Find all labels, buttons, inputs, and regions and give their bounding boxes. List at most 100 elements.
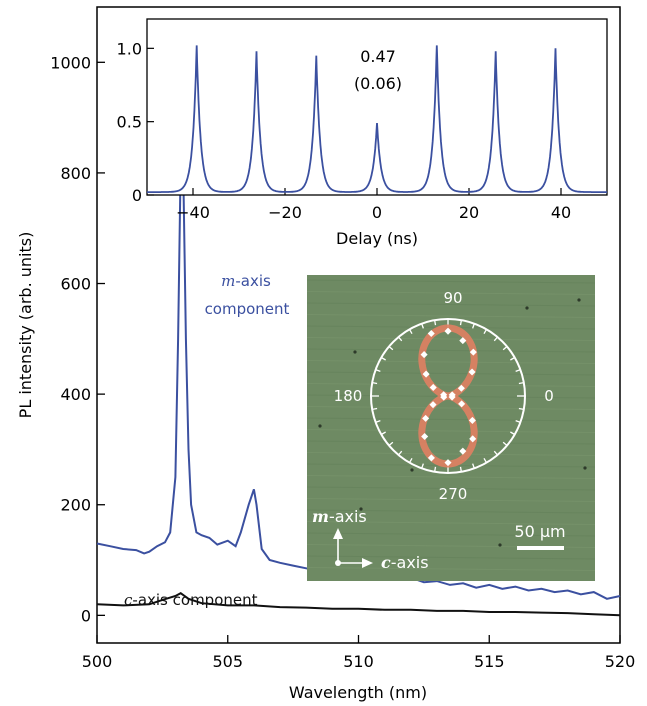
m-axis-series-line (96, 88, 621, 600)
g2-zero-delay-value: 0.47 (360, 47, 396, 66)
micrograph-speck (353, 350, 357, 354)
polar-angle-270-label: 270 (439, 485, 468, 503)
g2-inset-x-axis-label: Delay (ns) (336, 229, 418, 248)
polar-tick (398, 336, 403, 342)
polar-tick (472, 323, 475, 329)
m-axis-series-label-prefix: m (221, 272, 235, 290)
polar-data-point (457, 384, 465, 392)
polar-tick (510, 431, 516, 436)
polarization-data-points (420, 327, 477, 467)
g2-inset-y-tick-label: 0.5 (117, 113, 142, 132)
polar-tick (502, 441, 508, 446)
g2-inset-frame (146, 18, 608, 196)
polar-tick (459, 466, 463, 472)
m-axis-series-label-suffix: -axis (235, 272, 271, 290)
main-y-tick-label: 600 (60, 275, 91, 294)
polar-data-point (420, 351, 428, 359)
polar-tick (472, 463, 475, 469)
g2-inset-x-tick-label: 40 (551, 203, 571, 222)
polar-tick (515, 369, 521, 372)
polar-tick (375, 420, 381, 423)
polar-data-point (427, 329, 435, 338)
micrograph-streak (306, 452, 596, 456)
polar-data-point (427, 454, 435, 462)
micrograph-speck (318, 424, 322, 428)
polar-tick (433, 466, 437, 472)
main-x-tick-label: 510 (343, 652, 374, 671)
main-x-tick-label: 505 (212, 652, 243, 671)
polar-tick (380, 356, 386, 361)
micrograph-streak (306, 348, 596, 353)
main-x-axis-label: Wavelength (nm) (289, 683, 427, 702)
main-y-tick-label: 0 (81, 606, 91, 625)
c-axis-series-label: c-axis component (124, 591, 258, 609)
micrograph-streak (306, 314, 596, 318)
c-axis-indicator-prefix: c (381, 553, 391, 572)
g2-inset-curve (147, 45, 607, 193)
polar-tick (388, 441, 394, 446)
polar-tick (421, 463, 424, 469)
m-axis-indicator-prefix: m (312, 507, 329, 526)
micrograph-speck (410, 468, 414, 472)
g2-inset-x-tick-label: −20 (268, 203, 302, 222)
micrograph-streak (306, 509, 596, 514)
micrograph-streak (306, 279, 596, 284)
polar-data-point (421, 432, 429, 441)
polar-tick (388, 346, 394, 351)
g2-inset-x-tick-label: 0 (372, 203, 382, 222)
g2-inset-x-ticks: −40 −20 0 20 40 (176, 188, 571, 222)
polar-data-point (468, 416, 476, 424)
micrograph-streak (306, 475, 596, 479)
main-y-tick-label: 400 (60, 385, 91, 404)
polar-tick (518, 381, 524, 385)
g2-inset-y-tick-label: 0 (132, 186, 142, 205)
g2-inset-y-tick-label: 1.0 (117, 39, 142, 58)
polar-tick (510, 356, 516, 361)
polar-tick (375, 369, 381, 372)
polar-data-point (422, 414, 430, 422)
micrograph-inset: 90 0 270 180 m-axis c-axis 50 µm (306, 275, 596, 581)
polar-tick (515, 420, 521, 423)
polar-angle-90-label: 90 (443, 289, 462, 307)
micrograph-streak (306, 567, 596, 571)
polar-data-point (459, 337, 467, 345)
polar-data-point (469, 348, 477, 356)
scale-bar (517, 546, 564, 550)
micrograph-streak (306, 521, 596, 525)
micrograph-streak (306, 383, 596, 387)
main-x-tick-label: 500 (82, 652, 113, 671)
micrograph-streak (306, 291, 596, 295)
m-axis-arrowhead-icon (333, 528, 343, 539)
crystal-axes-indicator: m-axis c-axis (312, 507, 429, 572)
g2-inset-x-tick-label: 20 (459, 203, 479, 222)
polar-data-point (444, 459, 452, 467)
micrograph-speck (359, 507, 363, 511)
polar-tick (502, 346, 508, 351)
polar-data-point (440, 393, 448, 401)
polar-tick (408, 458, 413, 464)
main-y-tick-label: 1000 (50, 53, 91, 72)
polar-data-point (429, 401, 437, 409)
polar-data-point (458, 400, 466, 408)
polar-data-point (444, 327, 452, 335)
polar-tick (421, 323, 424, 329)
main-y-tick-label: 800 (60, 164, 91, 183)
main-y-tick-label: 200 (60, 496, 91, 515)
micrograph-speck (583, 466, 587, 470)
g2-inset-y-ticks: 0 0.5 1.0 (117, 39, 154, 205)
polar-ticks (371, 319, 525, 473)
c-axis-indicator-suffix: -axis (391, 553, 429, 572)
m-axis-series-label-line2: component (205, 300, 290, 318)
micrograph-streak (306, 532, 596, 537)
micrograph-streak (306, 498, 596, 502)
micrograph-streak (306, 406, 596, 410)
polar-data-point (422, 370, 430, 378)
main-x-tick-label: 520 (605, 652, 636, 671)
polar-tick (493, 336, 498, 342)
micrograph-streak (306, 486, 596, 491)
micrograph-speck (498, 543, 502, 547)
main-y-ticks: 0 200 400 600 800 1000 (50, 53, 105, 625)
micrograph-streak (306, 371, 596, 376)
polar-tick (380, 431, 386, 436)
micrograph-streak (306, 417, 596, 422)
